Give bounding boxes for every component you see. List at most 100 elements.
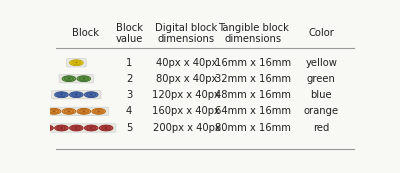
- Circle shape: [60, 127, 63, 129]
- Circle shape: [68, 78, 70, 79]
- Circle shape: [104, 111, 105, 112]
- Circle shape: [91, 130, 92, 131]
- Circle shape: [78, 77, 79, 78]
- Circle shape: [86, 93, 87, 94]
- Circle shape: [82, 62, 83, 63]
- Circle shape: [95, 110, 102, 113]
- Circle shape: [104, 127, 108, 129]
- Circle shape: [71, 76, 72, 77]
- Circle shape: [88, 92, 89, 93]
- Circle shape: [46, 125, 47, 126]
- Circle shape: [97, 111, 100, 112]
- Circle shape: [86, 93, 96, 97]
- Text: 5: 5: [126, 123, 132, 133]
- Circle shape: [92, 108, 106, 114]
- Circle shape: [88, 77, 90, 78]
- Circle shape: [86, 76, 87, 77]
- Circle shape: [61, 130, 62, 131]
- Circle shape: [89, 111, 90, 112]
- Circle shape: [98, 111, 100, 112]
- Circle shape: [64, 77, 74, 81]
- Text: Block: Block: [72, 28, 99, 38]
- Circle shape: [64, 109, 74, 113]
- Circle shape: [85, 94, 86, 95]
- Circle shape: [83, 111, 85, 112]
- Circle shape: [89, 94, 93, 95]
- Circle shape: [71, 113, 72, 114]
- Circle shape: [99, 125, 113, 131]
- Circle shape: [43, 127, 50, 129]
- Circle shape: [79, 92, 80, 93]
- Circle shape: [100, 126, 102, 127]
- Text: 32mm x 16mm: 32mm x 16mm: [215, 74, 291, 84]
- Circle shape: [62, 111, 64, 112]
- Circle shape: [70, 62, 71, 63]
- Circle shape: [66, 93, 67, 94]
- Circle shape: [47, 108, 61, 114]
- Circle shape: [62, 76, 76, 82]
- Circle shape: [93, 112, 94, 113]
- Circle shape: [74, 127, 78, 129]
- Circle shape: [66, 77, 72, 80]
- Circle shape: [79, 60, 80, 61]
- Circle shape: [86, 126, 87, 127]
- Circle shape: [63, 112, 64, 113]
- Text: 2: 2: [126, 74, 132, 84]
- Circle shape: [96, 126, 97, 127]
- Circle shape: [73, 60, 74, 61]
- Circle shape: [41, 126, 42, 127]
- Circle shape: [73, 61, 80, 64]
- Text: orange: orange: [304, 106, 339, 116]
- Circle shape: [77, 111, 78, 112]
- Circle shape: [48, 112, 50, 113]
- Circle shape: [60, 94, 63, 95]
- Circle shape: [58, 112, 60, 113]
- Circle shape: [81, 61, 82, 62]
- Circle shape: [73, 93, 80, 96]
- Circle shape: [55, 125, 68, 131]
- Circle shape: [73, 92, 74, 93]
- Circle shape: [51, 110, 57, 113]
- Circle shape: [73, 127, 80, 129]
- Circle shape: [70, 125, 83, 131]
- Circle shape: [76, 125, 77, 126]
- Circle shape: [66, 110, 72, 113]
- Text: Digital block
dimensions: Digital block dimensions: [155, 23, 218, 44]
- Circle shape: [55, 92, 68, 98]
- Circle shape: [70, 60, 83, 66]
- Text: 64mm x 16mm: 64mm x 16mm: [215, 106, 291, 116]
- Circle shape: [80, 113, 82, 114]
- Circle shape: [101, 113, 102, 114]
- Circle shape: [82, 94, 83, 95]
- Text: 40px x 40px: 40px x 40px: [156, 58, 217, 68]
- Text: 80mm x 16mm: 80mm x 16mm: [215, 123, 291, 133]
- Circle shape: [72, 126, 81, 130]
- Circle shape: [95, 113, 96, 114]
- Circle shape: [60, 94, 62, 95]
- Text: 4: 4: [126, 106, 132, 116]
- Circle shape: [103, 127, 109, 129]
- Circle shape: [96, 94, 98, 95]
- FancyBboxPatch shape: [66, 58, 86, 67]
- Circle shape: [66, 126, 67, 127]
- Circle shape: [76, 130, 77, 131]
- Circle shape: [106, 125, 107, 126]
- FancyBboxPatch shape: [52, 90, 101, 99]
- Circle shape: [72, 93, 81, 97]
- Circle shape: [74, 62, 78, 63]
- Circle shape: [74, 94, 78, 95]
- Circle shape: [70, 92, 83, 98]
- Circle shape: [74, 111, 75, 112]
- Circle shape: [103, 112, 104, 113]
- Circle shape: [67, 111, 71, 112]
- Text: yellow: yellow: [305, 58, 337, 68]
- Text: green: green: [307, 74, 336, 84]
- Text: 120px x 40px: 120px x 40px: [152, 90, 220, 100]
- Circle shape: [58, 93, 65, 96]
- FancyBboxPatch shape: [37, 124, 116, 132]
- Circle shape: [71, 126, 72, 127]
- Circle shape: [89, 127, 93, 129]
- Text: Block
value: Block value: [115, 23, 143, 44]
- Text: 3: 3: [126, 90, 132, 100]
- Circle shape: [45, 127, 48, 129]
